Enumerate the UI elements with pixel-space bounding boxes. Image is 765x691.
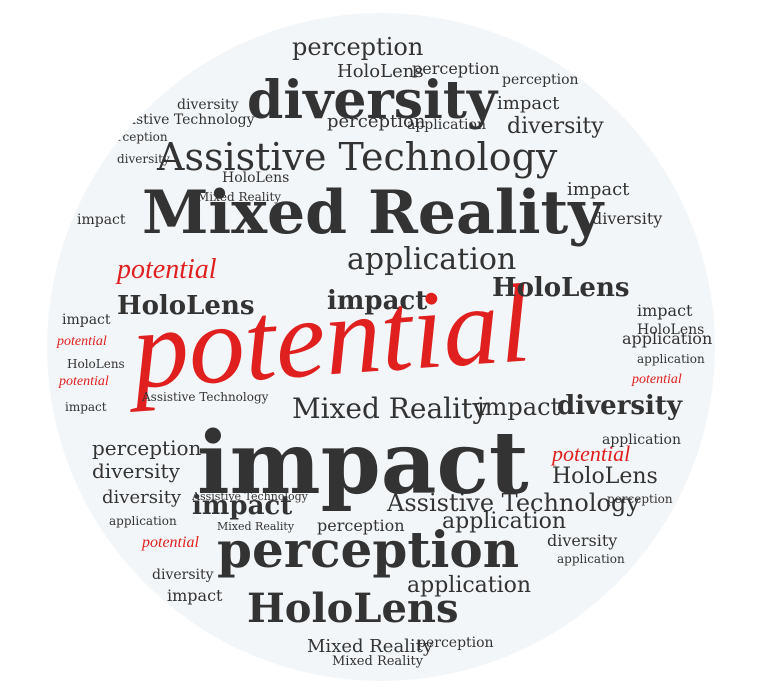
- word-application: application: [622, 329, 713, 348]
- word-diversity: diversity: [592, 209, 663, 228]
- word-impact: impact: [567, 179, 630, 200]
- word-impact: impact: [197, 413, 529, 514]
- word-impact: impact: [192, 491, 293, 521]
- word-assistive-technology: Assistive Technology: [192, 490, 308, 503]
- word-hololens: HoloLens: [637, 322, 705, 338]
- word-hololens: HoloLens: [337, 61, 424, 82]
- word-impact: impact: [62, 312, 111, 328]
- word-assistive-technology: Assistive Technology: [387, 489, 640, 517]
- word-diversity: diversity: [547, 531, 618, 550]
- word-mixed-reality: Mixed Reality: [142, 178, 604, 248]
- word-mixed-reality: Mixed Reality: [307, 636, 434, 657]
- word-potential: potential: [57, 334, 107, 349]
- word-application: application: [442, 509, 567, 534]
- word-mixed-reality: Mixed Reality: [217, 520, 295, 533]
- word-assistive-technology: Assistive Technology: [142, 390, 269, 404]
- word-application: application: [109, 514, 177, 528]
- word-diversity: diversity: [102, 487, 182, 508]
- word-diversity: diversity: [507, 114, 604, 139]
- word-perception: perception: [327, 111, 426, 132]
- word-application: application: [602, 432, 681, 448]
- word-diversity: diversity: [247, 70, 498, 131]
- word-impact: impact: [637, 301, 693, 320]
- word-hololens: HoloLens: [117, 291, 255, 321]
- word-perception: perception: [217, 520, 520, 579]
- word-impact: impact: [77, 212, 126, 228]
- word-application: application: [407, 117, 486, 133]
- word-impact: impact: [65, 400, 107, 414]
- word-impact: impact: [477, 393, 561, 421]
- word-perception: perception: [317, 516, 405, 535]
- word-assistive-technology: Assistive Technology: [157, 135, 558, 179]
- word-mixed-reality: Mixed Reality: [332, 654, 424, 669]
- word-potential: potential: [59, 374, 109, 389]
- word-potential: potential: [142, 534, 199, 551]
- word-application: application: [407, 573, 532, 598]
- word-hololens: HoloLens: [492, 273, 630, 303]
- word-perception: perception: [502, 72, 579, 88]
- word-application: application: [637, 352, 705, 366]
- word-impact: impact: [167, 586, 223, 605]
- word-mixed-reality: Mixed Reality: [197, 190, 282, 204]
- word-diversity: diversity: [557, 391, 683, 421]
- word-hololens: HoloLens: [552, 464, 658, 489]
- word-diversity: diversity: [152, 567, 214, 583]
- word-potential: potential: [632, 372, 682, 387]
- word-application: application: [557, 552, 625, 566]
- word-cloud: potential impact Mixed Reality diversity…: [47, 13, 715, 681]
- word-perception: perception: [102, 130, 168, 144]
- word-perception: perception: [412, 59, 500, 78]
- word-perception: perception: [607, 492, 673, 506]
- word-perception: perception: [417, 635, 494, 651]
- word-diversity: diversity: [117, 152, 170, 166]
- word-potential: potential: [117, 254, 217, 285]
- word-assistive-technology: Assistive Technology: [107, 112, 255, 128]
- word-perception: perception: [292, 33, 424, 61]
- word-hololens: HoloLens: [247, 585, 459, 632]
- word-potential: potential: [552, 441, 631, 466]
- word-impact: impact: [497, 93, 560, 114]
- word-diversity: diversity: [92, 459, 180, 483]
- word-application: application: [347, 242, 517, 277]
- word-mixed-reality: Mixed Reality: [292, 392, 489, 425]
- word-impact: impact: [327, 286, 428, 316]
- word-diversity: diversity: [177, 97, 239, 113]
- word-perception: perception: [92, 436, 202, 460]
- word-hololens: HoloLens: [222, 170, 290, 186]
- word-hololens: HoloLens: [67, 357, 125, 371]
